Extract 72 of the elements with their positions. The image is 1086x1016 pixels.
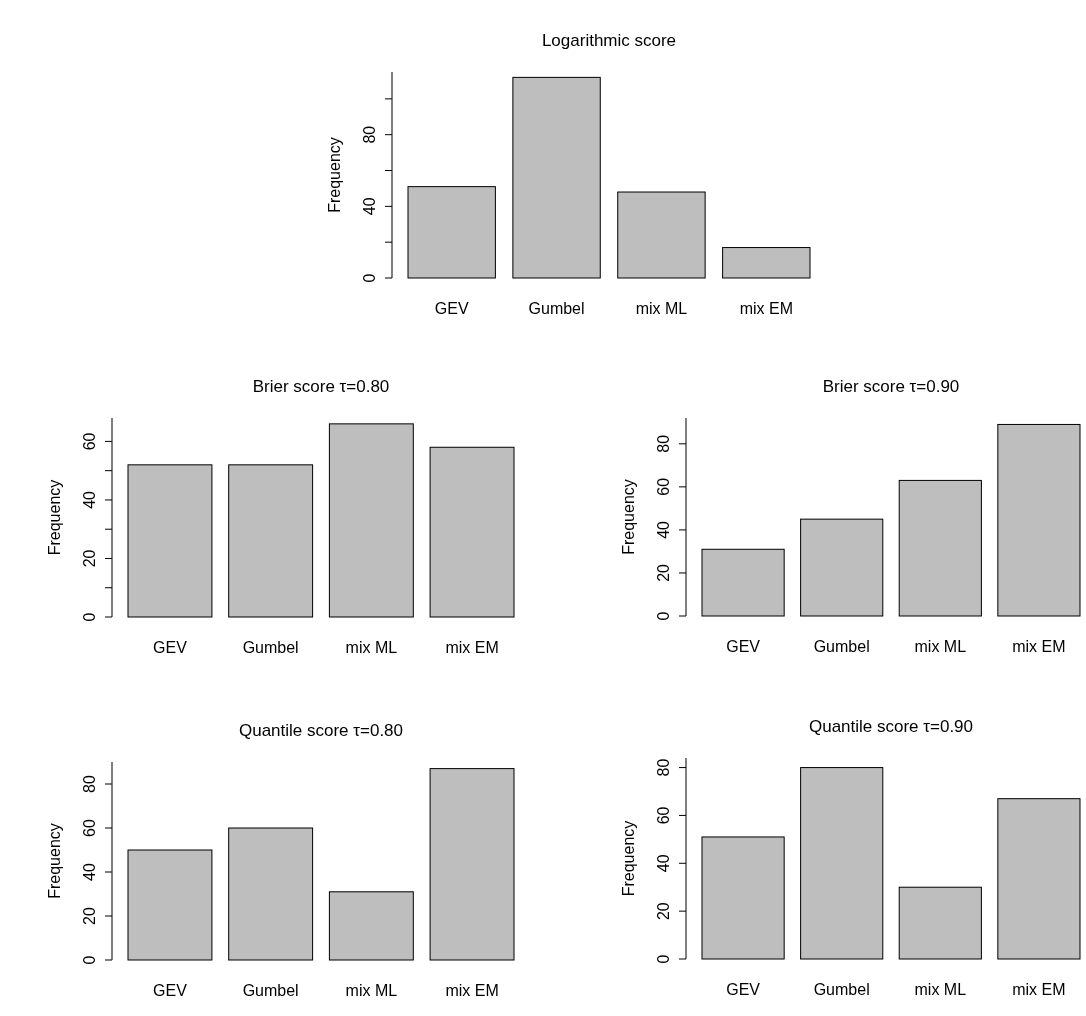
y-tick-label: 80 — [361, 125, 378, 144]
bar — [800, 767, 884, 960]
bar — [127, 849, 213, 961]
bar — [617, 191, 706, 279]
bar — [228, 827, 314, 961]
bar — [800, 518, 884, 617]
bar — [722, 247, 811, 279]
y-tick-label: 40 — [655, 854, 672, 873]
y-tick-label: 20 — [655, 563, 672, 582]
x-tick-label: GEV — [434, 300, 469, 317]
y-tick-label: 40 — [361, 197, 378, 216]
y-tick-label: 40 — [81, 863, 98, 881]
x-tick-label: mix ML — [635, 300, 688, 317]
bar — [328, 891, 414, 961]
bar — [898, 886, 982, 960]
x-tick-label: Gumbel — [813, 638, 870, 655]
bar — [701, 548, 785, 617]
x-tick-label: Gumbel — [242, 982, 299, 999]
bar — [407, 186, 496, 279]
chart-title: Brier score τ=0.90 — [822, 377, 960, 396]
y-tick-label: 0 — [361, 273, 378, 283]
bar — [429, 768, 515, 961]
x-tick-label: Gumbel — [813, 981, 870, 998]
bar — [898, 479, 982, 617]
bar — [701, 836, 785, 960]
y-tick-label: 0 — [81, 955, 98, 965]
x-tick-label: GEV — [153, 982, 188, 999]
chart-title: Quantile score τ=0.80 — [238, 721, 404, 740]
y-tick-label: 20 — [655, 902, 672, 921]
x-tick-label: mix ML — [345, 982, 398, 999]
y-tick-label: 80 — [655, 434, 672, 453]
y-tick-label: 0 — [655, 954, 672, 964]
bar — [997, 798, 1081, 960]
y-axis-title: Frequency — [326, 137, 343, 213]
y-axis-title: Frequency — [46, 823, 63, 899]
bar — [997, 423, 1081, 617]
chart-title: Logarithmic score — [541, 31, 677, 50]
y-tick-label: 0 — [81, 612, 98, 622]
y-tick-label: 20 — [81, 907, 98, 925]
bar — [512, 76, 601, 279]
x-tick-label: GEV — [726, 981, 761, 998]
y-tick-label: 40 — [655, 520, 672, 539]
y-axis-title: Frequency — [620, 479, 637, 555]
y-tick-label: 60 — [81, 819, 98, 837]
y-axis-title: Frequency — [46, 479, 63, 556]
x-tick-label: Gumbel — [528, 300, 585, 317]
x-tick-label: mix EM — [1012, 981, 1066, 998]
y-tick-label: 20 — [81, 549, 98, 568]
y-tick-label: 80 — [81, 775, 98, 793]
x-tick-label: mix EM — [445, 982, 499, 999]
y-tick-label: 60 — [655, 806, 672, 825]
bar — [328, 423, 414, 618]
y-tick-label: 0 — [655, 611, 672, 621]
y-axis-title: Frequency — [620, 820, 637, 897]
x-tick-label: mix ML — [914, 981, 967, 998]
x-tick-label: Gumbel — [242, 639, 299, 656]
y-tick-label: 40 — [81, 490, 98, 509]
y-tick-label: 60 — [655, 477, 672, 496]
x-tick-label: mix EM — [445, 639, 499, 656]
bar — [228, 464, 314, 618]
x-tick-label: GEV — [153, 639, 188, 656]
y-tick-label: 80 — [655, 758, 672, 777]
chart-title: Brier score τ=0.80 — [252, 377, 390, 396]
x-tick-label: mix EM — [1012, 638, 1066, 655]
chart-title: Quantile score τ=0.90 — [808, 717, 974, 736]
x-tick-label: mix ML — [345, 639, 398, 656]
y-tick-label: 60 — [81, 432, 98, 451]
bar — [429, 446, 515, 618]
x-tick-label: GEV — [726, 638, 761, 655]
bar — [127, 464, 213, 618]
x-tick-label: mix ML — [914, 638, 967, 655]
x-tick-label: mix EM — [739, 300, 793, 317]
